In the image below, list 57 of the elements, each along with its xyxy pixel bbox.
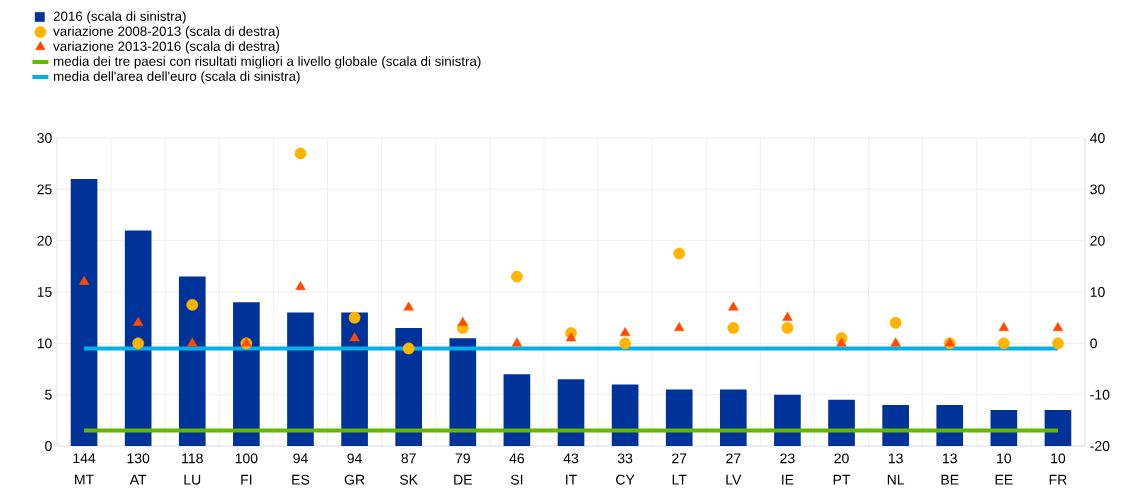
y2-tick-label: -20 — [1090, 441, 1110, 451]
y-tick-label: 0 — [45, 441, 52, 451]
x-tick-label: LV — [726, 474, 742, 485]
y2-tick-label: 40 — [1090, 133, 1105, 143]
y-tick-label: 15 — [37, 287, 52, 297]
y-tick-label: 20 — [37, 235, 52, 246]
legend-label: media dell'area dell'euro (scala di sinistra) — [53, 71, 300, 84]
text: 46 — [509, 453, 525, 464]
y2-tick-label: -10 — [1090, 389, 1110, 400]
legend-label: 2016 (scala di sinistra) — [53, 11, 186, 24]
y2-tick-label: 10 — [1090, 287, 1105, 297]
x-tick-label: MT — [75, 474, 94, 485]
x-tick-label: ES — [292, 474, 310, 485]
legend-label: variazione 2008-2013 (scala di destra) — [53, 26, 280, 39]
text: 144 — [73, 453, 96, 464]
x-tick-label: EE — [995, 474, 1013, 485]
y-tick-label: 30 — [37, 133, 52, 143]
x-tick-label: FI — [241, 474, 252, 485]
x-tick-label: BE — [941, 474, 959, 485]
x-tick-label: PT — [833, 474, 851, 485]
x-tick-label: SK — [399, 474, 418, 485]
text: 79 — [455, 453, 470, 464]
y-tick-label: 5 — [45, 389, 52, 400]
x-tick-label: FR — [1049, 474, 1067, 485]
y2-tick-label: 20 — [1090, 235, 1105, 246]
x-tick-label: DE — [454, 474, 472, 485]
text: 13 — [888, 453, 903, 464]
text: 43 — [563, 453, 579, 464]
x-tick-label: AT — [129, 474, 147, 485]
text: 13 — [943, 453, 957, 464]
y-tick-label: 10 — [37, 338, 52, 349]
text: 100 — [235, 453, 258, 464]
text: 10 — [997, 453, 1012, 464]
y2-tick-label: 0 — [1090, 338, 1097, 349]
x-tick-label: IE — [782, 474, 794, 485]
text: 94 — [347, 453, 362, 464]
legend-label: variazione 2013-2016 (scala di destra) — [53, 41, 280, 54]
x-tick-label: IT — [566, 474, 577, 485]
text: 23 — [780, 453, 795, 464]
text: 33 — [617, 453, 633, 464]
x-tick-label: LU — [184, 474, 201, 485]
x-tick-label: LT — [672, 474, 687, 485]
text: 130 — [127, 453, 150, 464]
text: 87 — [401, 453, 416, 464]
legend-label: media dei tre paesi con risultati migliori a livello globale (scala di sinistra) — [53, 56, 481, 69]
text: 94 — [293, 453, 308, 464]
x-tick-label: CY — [616, 474, 635, 485]
x-tick-label: NL — [887, 474, 905, 485]
text: 118 — [182, 453, 203, 464]
text: 10 — [1051, 453, 1066, 464]
text: 20 — [834, 453, 849, 464]
text: 27 — [672, 453, 687, 464]
x-tick-label: SI — [510, 474, 523, 485]
y2-tick-label: 30 — [1090, 184, 1105, 195]
y-tick-label: 25 — [37, 184, 52, 195]
text: 27 — [726, 453, 741, 464]
x-tick-label: GR — [344, 474, 365, 485]
